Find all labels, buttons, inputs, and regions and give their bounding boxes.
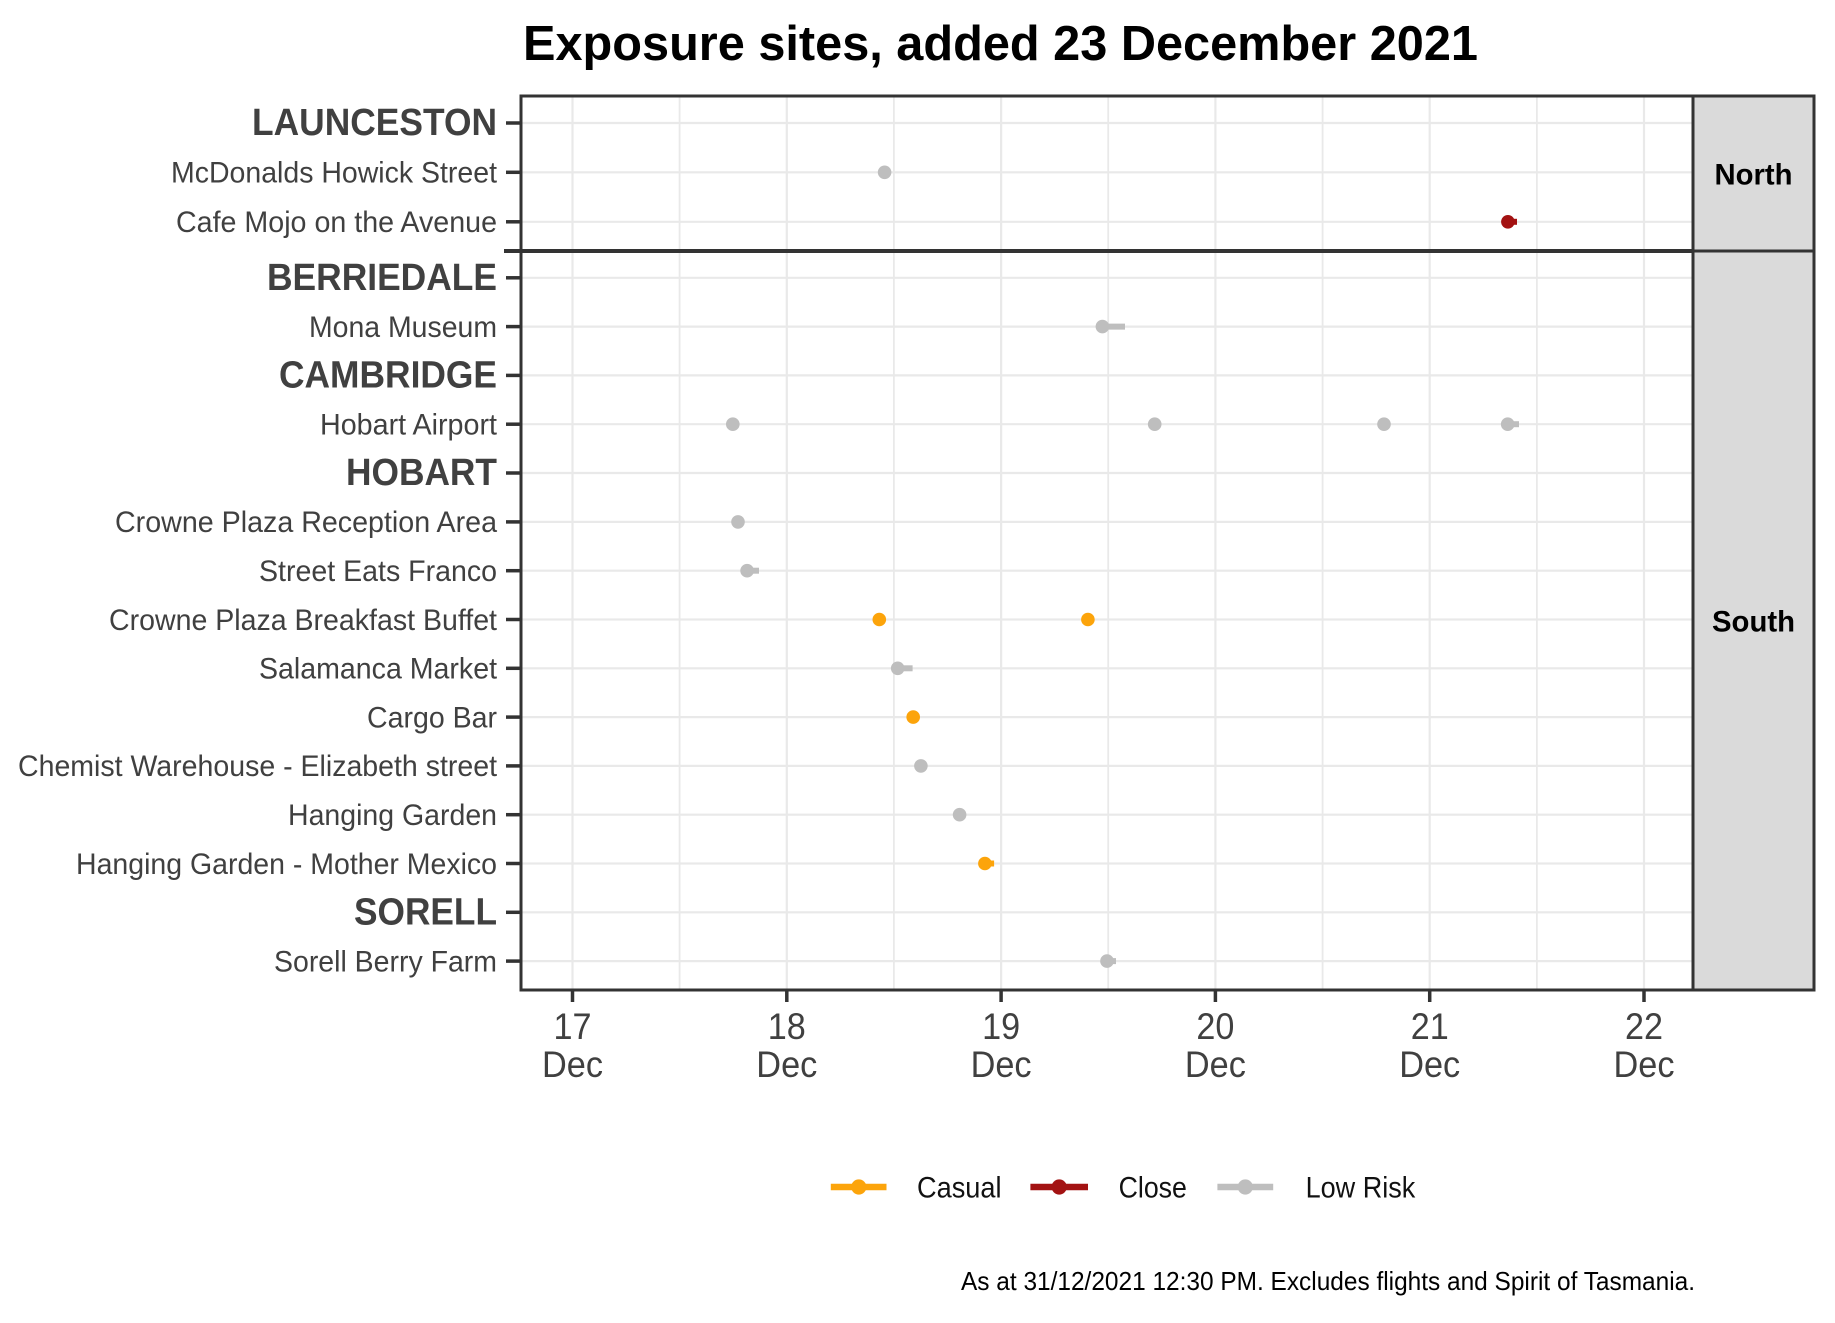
svg-text:Cargo Bar: Cargo Bar xyxy=(367,701,497,734)
svg-text:Close: Close xyxy=(1119,1171,1187,1204)
svg-text:Dec: Dec xyxy=(542,1044,603,1085)
svg-text:21: 21 xyxy=(1411,1006,1449,1047)
svg-text:Sorell Berry Farm: Sorell Berry Farm xyxy=(274,945,497,978)
svg-text:Chemist Warehouse - Elizabeth: Chemist Warehouse - Elizabeth street xyxy=(18,750,498,783)
svg-text:Dec: Dec xyxy=(1185,1044,1246,1085)
svg-text:Salamanca Market: Salamanca Market xyxy=(259,653,498,686)
svg-text:Dec: Dec xyxy=(971,1044,1032,1085)
svg-text:Dec: Dec xyxy=(1614,1044,1675,1085)
svg-text:Hanging Garden - Mother Mexico: Hanging Garden - Mother Mexico xyxy=(76,848,497,881)
svg-text:SORELL: SORELL xyxy=(354,891,497,933)
svg-text:Cafe Mojo on the Avenue: Cafe Mojo on the Avenue xyxy=(176,206,497,239)
svg-text:Hanging Garden: Hanging Garden xyxy=(288,799,497,832)
svg-text:Crowne Plaza Reception Area: Crowne Plaza Reception Area xyxy=(115,506,497,539)
svg-text:Mona Museum: Mona Museum xyxy=(309,311,497,344)
svg-text:CAMBRIDGE: CAMBRIDGE xyxy=(279,354,497,396)
svg-text:19: 19 xyxy=(982,1006,1020,1047)
svg-text:Casual: Casual xyxy=(917,1171,1002,1204)
svg-text:Crowne Plaza Breakfast Buffet: Crowne Plaza Breakfast Buffet xyxy=(109,604,498,637)
svg-text:BERRIEDALE: BERRIEDALE xyxy=(267,257,497,299)
svg-text:Dec: Dec xyxy=(1399,1044,1460,1085)
svg-text:22: 22 xyxy=(1625,1006,1663,1047)
svg-text:Hobart Airport: Hobart Airport xyxy=(320,409,498,442)
svg-text:20: 20 xyxy=(1196,1006,1234,1047)
svg-text:North: North xyxy=(1715,159,1793,192)
svg-text:HOBART: HOBART xyxy=(346,452,497,494)
svg-text:Dec: Dec xyxy=(756,1044,817,1085)
svg-text:18: 18 xyxy=(768,1006,806,1047)
svg-text:LAUNCESTON: LAUNCESTON xyxy=(252,102,497,144)
svg-text:17: 17 xyxy=(554,1006,592,1047)
svg-text:Low Risk: Low Risk xyxy=(1306,1171,1417,1204)
svg-text:As at 31/12/2021 12:30 PM. Exc: As at 31/12/2021 12:30 PM. Excludes flig… xyxy=(961,1266,1695,1296)
svg-text:McDonalds Howick Street: McDonalds Howick Street xyxy=(171,157,498,190)
svg-text:Exposure sites, added 23 Decem: Exposure sites, added 23 December 2021 xyxy=(523,17,1478,71)
svg-text:South: South xyxy=(1712,606,1795,639)
svg-text:Street Eats Franco: Street Eats Franco xyxy=(259,555,497,588)
